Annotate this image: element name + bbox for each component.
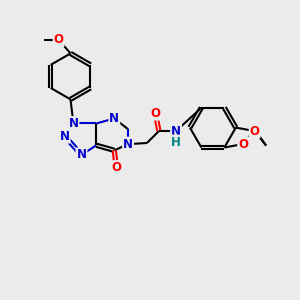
Text: O: O — [54, 33, 64, 46]
Text: N: N — [76, 148, 86, 161]
Text: H: H — [171, 136, 181, 148]
Text: N: N — [68, 117, 78, 130]
Text: N: N — [109, 112, 119, 125]
Text: O: O — [150, 106, 161, 120]
Text: N: N — [171, 124, 181, 137]
Text: N: N — [123, 138, 133, 151]
Text: O: O — [250, 124, 260, 137]
Text: O: O — [111, 161, 121, 174]
Text: O: O — [238, 137, 248, 151]
Text: N: N — [60, 130, 70, 142]
